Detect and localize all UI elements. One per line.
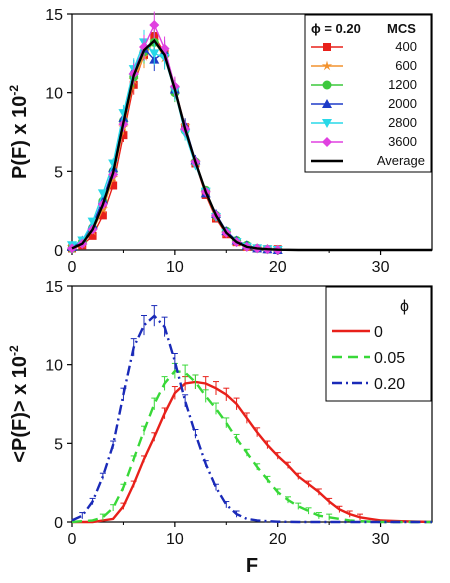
bottom-x-tick-label: 10 (166, 531, 184, 548)
bottom-legend-title: ϕ (400, 298, 409, 315)
top-y-tick-label: 15 (45, 7, 63, 24)
top-legend-marker (322, 119, 332, 128)
top-legend-entry: 3600 (311, 134, 417, 149)
top-x-tick-label: 20 (269, 259, 287, 276)
bottom-legend-label: 0 (374, 324, 383, 341)
top-data-point (97, 189, 108, 199)
bottom-series-0.20 (71, 305, 432, 524)
top-average-line (71, 38, 432, 252)
top-data-point (88, 231, 97, 240)
top-legend-entry-average: Average (311, 153, 425, 168)
top-axes: 0 10 20 30 0 5 10 15 (45, 7, 389, 276)
top-legend: ϕ = 0.20 MCS 400 600 1200 2000 2800 3600 Avera… (304, 14, 432, 173)
top-plot-frame (71, 13, 433, 251)
top-series-600 (66, 28, 283, 255)
top-legend-marker (322, 137, 332, 147)
top-legend-entry: 2800 (311, 115, 417, 130)
bottom-x-tick-label: 0 (68, 531, 77, 548)
bottom-y-tick-label: 5 (54, 436, 63, 453)
top-x-tick-label: 30 (372, 259, 390, 276)
bottom-y-tick-label: 15 (45, 279, 63, 296)
top-series-400 (68, 23, 282, 254)
top-data-point (67, 243, 77, 254)
bottom-legend: ϕ 0 0.05 0.20 (325, 286, 432, 402)
top-legend-marker (322, 80, 332, 90)
bottom-y-tick-label: 10 (45, 358, 63, 375)
bottom-legend-entry: 0 (332, 324, 383, 341)
top-legend-label: 3600 (388, 134, 417, 149)
top-x-tick-label: 0 (68, 259, 77, 276)
top-legend-label: Average (377, 153, 425, 168)
top-data-point (98, 211, 107, 220)
bottom-plot-frame (71, 285, 433, 523)
bottom-panel: 0 10 20 30 0 5 10 15 <P(F)> x 10-2 F ϕ 0 0.05 0.2… (7, 279, 433, 577)
top-legend-label: 400 (395, 39, 417, 54)
top-y-tick-label: 0 (54, 243, 63, 260)
top-legend-label: 600 (395, 58, 417, 73)
top-legend-label: 2000 (388, 96, 417, 111)
top-legend-entry: 1200 (311, 77, 417, 92)
bottom-series-0 (72, 374, 433, 524)
top-data-point (149, 49, 160, 59)
bottom-legend-entry: 0.05 (332, 350, 405, 367)
top-y-tick-label: 5 (54, 164, 63, 181)
top-data-point (149, 20, 160, 31)
top-data-point (139, 42, 149, 53)
bottom-series-group (71, 305, 433, 524)
bottom-legend-label: 0.05 (374, 350, 405, 367)
bottom-x-tick-label: 20 (269, 531, 287, 548)
bottom-series-line (72, 380, 433, 524)
bottom-axes: 0 10 20 30 0 5 10 15 (45, 279, 389, 548)
top-data-point (109, 181, 118, 190)
top-panel: 0 10 20 30 0 5 10 15 P(F) x 10-2 ϕ = 0.20 MCS 4… (7, 7, 433, 276)
bottom-y-tick-label: 0 (54, 515, 63, 532)
top-legend-header: MCS (387, 21, 416, 36)
top-legend-entry: 2000 (311, 96, 417, 111)
bottom-x-axis-label: F (246, 555, 258, 577)
top-legend-entry: 400 (311, 39, 417, 54)
top-legend-entries: 400 600 1200 2000 2800 3600 Average (311, 39, 425, 168)
bottom-x-tick-label: 30 (372, 531, 390, 548)
top-legend-entry: 600 (311, 58, 417, 73)
bottom-legend-box (325, 286, 432, 402)
top-data-point (119, 131, 128, 140)
top-x-tick-label: 10 (166, 259, 184, 276)
bottom-legend-label: 0.20 (374, 376, 405, 393)
top-legend-marker (323, 43, 331, 51)
top-y-tick-label: 10 (45, 86, 63, 103)
top-legend-marker (321, 60, 333, 71)
top-data-point (87, 217, 98, 227)
bottom-legend-entry: 0.20 (332, 376, 405, 393)
top-y-axis-label: P(F) x 10-2 (7, 85, 31, 179)
top-legend-label: 2800 (388, 115, 417, 130)
bottom-y-axis-label: <P(F)> x 10-2 (7, 345, 31, 463)
top-legend-marker (322, 99, 332, 108)
top-legend-label: 1200 (388, 77, 417, 92)
top-legend-title: ϕ = 0.20 (311, 21, 361, 36)
bottom-legend-entries: 0 0.05 0.20 (332, 324, 405, 393)
top-series-group (66, 11, 432, 255)
